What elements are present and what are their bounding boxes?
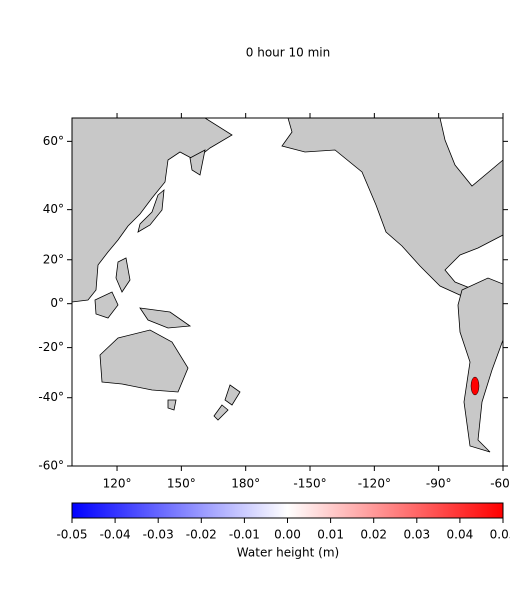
colorbar-tick-label: 0.02 bbox=[360, 528, 387, 542]
colorbar-tick-label: 0.00 bbox=[274, 528, 301, 542]
land bbox=[72, 118, 503, 453]
colorbar-tick-label: -0.01 bbox=[229, 528, 260, 542]
colorbar-tick-label: 0.05 bbox=[490, 528, 510, 542]
north-america bbox=[281, 118, 503, 297]
philippines bbox=[115, 257, 131, 293]
colorbar-tick-label: -0.02 bbox=[186, 528, 217, 542]
y-tick-label: 40° bbox=[43, 202, 64, 216]
x-tick-label: -60° bbox=[490, 477, 510, 491]
title: 0 hour 10 min bbox=[246, 46, 330, 60]
wave-source bbox=[470, 376, 480, 396]
y-tick-label: -60° bbox=[38, 459, 64, 473]
borneo bbox=[94, 291, 119, 319]
y-tick-label: 0° bbox=[50, 296, 64, 310]
y-tick-label: 60° bbox=[43, 134, 64, 148]
new-guinea bbox=[139, 307, 192, 329]
x-tick-label: 120° bbox=[103, 477, 132, 491]
colorbar-tick-label: -0.04 bbox=[100, 528, 131, 542]
japan bbox=[137, 189, 165, 233]
colorbar-tick-label: 0.03 bbox=[403, 528, 430, 542]
colorbar-tick-label: 0.01 bbox=[317, 528, 344, 542]
colorbar-tick-label: -0.03 bbox=[143, 528, 174, 542]
asia bbox=[72, 118, 233, 303]
colorbar-tick-label: -0.05 bbox=[56, 528, 87, 542]
colorbar-label: Water height (m) bbox=[237, 546, 339, 560]
y-tick-label: -40° bbox=[38, 390, 64, 404]
x-tick-label: -120° bbox=[358, 477, 391, 491]
map-frame bbox=[71, 117, 504, 467]
australia bbox=[99, 329, 189, 393]
south-america bbox=[457, 277, 503, 453]
colorbar bbox=[71, 502, 504, 519]
greenland bbox=[439, 118, 503, 187]
tasmania bbox=[167, 399, 177, 411]
x-tick-label: 150° bbox=[167, 477, 196, 491]
new-zealand bbox=[213, 384, 241, 421]
y-tick-label: -20° bbox=[38, 340, 64, 354]
y-tick-label: 20° bbox=[43, 252, 64, 266]
x-tick-label: 180° bbox=[231, 477, 260, 491]
colorbar-tick-label: 0.04 bbox=[447, 528, 474, 542]
x-tick-label: -150° bbox=[293, 477, 326, 491]
kamchatka bbox=[189, 149, 206, 176]
x-tick-label: -90° bbox=[426, 477, 452, 491]
